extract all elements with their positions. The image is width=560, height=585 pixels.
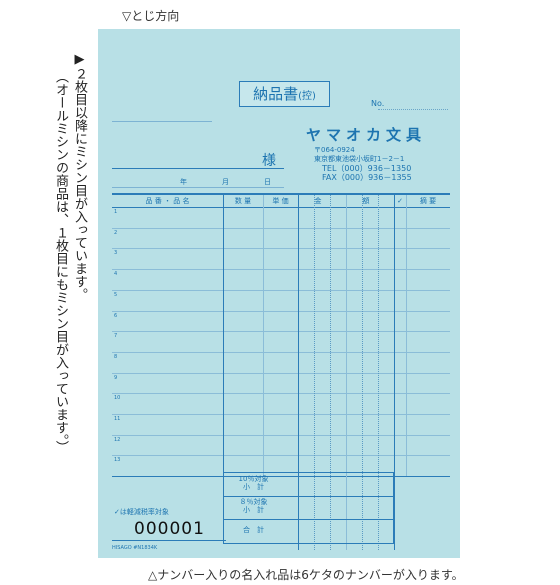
row-rule [112, 248, 450, 250]
customer-line-upper [112, 121, 212, 122]
row-rule [112, 351, 450, 353]
date-year-label: 年 [180, 178, 187, 186]
header-quantity: 数 量 [234, 197, 252, 205]
col-rule-price [263, 195, 264, 476]
row-rule [112, 414, 450, 415]
row-rule [112, 269, 450, 271]
row-number: 10 [114, 395, 121, 402]
item-table: 品 番 ・ 品 名 数 量 単 価 金 額 ✓ 摘 要 1 2 3 4 5 6 … [112, 193, 450, 550]
row-number: 8 [114, 353, 118, 360]
date-day-label: 日 [264, 178, 271, 186]
date-line [112, 187, 284, 188]
row-number: 9 [114, 374, 118, 381]
serial-number: 000001 [134, 519, 205, 539]
row-number: 11 [114, 416, 121, 422]
form-title-box: 納品書(控) [239, 81, 330, 107]
tax8-subtotal-label: ８％対象 小 計 [223, 498, 284, 514]
row-rule [112, 310, 450, 312]
company-address-block: 〒064-0924 東京都東池袋小坂町1－2－1 TEL（000）936－135… [314, 146, 412, 182]
subtotal-block [223, 472, 394, 544]
subtotal-divider-1 [223, 496, 394, 497]
table-bottom-rule [112, 476, 450, 477]
header-amount-1: 金 [314, 197, 322, 205]
slip-number-label: No. [371, 99, 385, 108]
numbered-product-note: △ナンバー入りの名入れ品は6ケタのナンバーが入ります。 [148, 568, 464, 582]
header-rule [112, 207, 450, 208]
row-number: 4 [114, 271, 118, 278]
row-number: 3 [114, 250, 118, 257]
delivery-slip-sheet: 納品書(控) No. ヤマオカ文具 〒064-0924 東京都東池袋小坂町1－2… [98, 29, 460, 558]
product-code: HISAGO #N1834K [112, 545, 158, 551]
company-address: 東京都東池袋小坂町1－2－1 [314, 155, 405, 163]
row-rule [112, 331, 450, 333]
col-rule-digit [314, 195, 315, 550]
total-label: 合 計 [243, 526, 264, 534]
subtotal-divider-2 [223, 519, 394, 520]
col-rule-digit [330, 195, 331, 550]
company-fax: FAX（000）936－1355 [322, 173, 412, 182]
form-title: 納品書 [253, 85, 299, 103]
row-number: 2 [114, 229, 118, 236]
row-number: 6 [114, 312, 118, 319]
row-rule [112, 227, 450, 229]
binding-direction-caption: ▽とじ方向 [122, 9, 180, 23]
company-name: ヤマオカ文具 [306, 126, 427, 144]
row-number: 5 [114, 291, 118, 298]
vertical-note-perforation: ▶２枚目以降にミシン目が入っています。 [72, 52, 87, 301]
company-tel: TEL（000）936－1350 [322, 164, 412, 173]
header-item-name: 品 番 ・ 品 名 [145, 197, 190, 205]
col-rule-digit [378, 195, 379, 550]
form-title-suffix: (控) [298, 91, 316, 102]
row-rule [112, 393, 450, 395]
company-postal: 〒064-0924 [314, 146, 355, 154]
col-rule-digit [362, 195, 363, 550]
vertical-note-all-perforation: （オールミシンの商品は、１枚目にもミシン目が入っています。） [53, 70, 68, 454]
row-rule [112, 455, 450, 457]
header-remarks: 摘 要 [419, 197, 437, 205]
col-rule-quantity [223, 195, 224, 476]
customer-name-line [112, 168, 284, 169]
row-number: 1 [114, 209, 118, 215]
date-month-label: 月 [222, 178, 229, 186]
tax10-subtotal: 小 計 [243, 483, 264, 491]
header-unit-price: 単 価 [272, 197, 289, 205]
row-number: 13 [114, 457, 121, 464]
serial-underline [112, 540, 226, 541]
header-check: ✓ [397, 197, 403, 205]
row-rule [112, 372, 450, 374]
tax10-subtotal-label: 10％対象 小 計 [223, 475, 284, 491]
row-rule [112, 289, 450, 291]
tax8-label: ８％対象 [239, 498, 268, 506]
slip-number-line [378, 109, 448, 110]
col-rule-amount [298, 195, 299, 550]
tax8-subtotal: 小 計 [243, 506, 264, 514]
reduced-tax-note: ✓は軽減税率対象 [114, 508, 169, 516]
col-rule-digit [346, 195, 347, 550]
header-amount-2: 額 [362, 197, 370, 205]
col-rule-check [394, 195, 395, 550]
row-rule [112, 434, 450, 436]
col-rule-remarks [406, 195, 407, 476]
row-number: 12 [114, 436, 121, 443]
tax10-label: 10％対象 [238, 475, 269, 483]
honorific-sama: 様 [262, 153, 276, 169]
row-number: 7 [114, 333, 118, 340]
